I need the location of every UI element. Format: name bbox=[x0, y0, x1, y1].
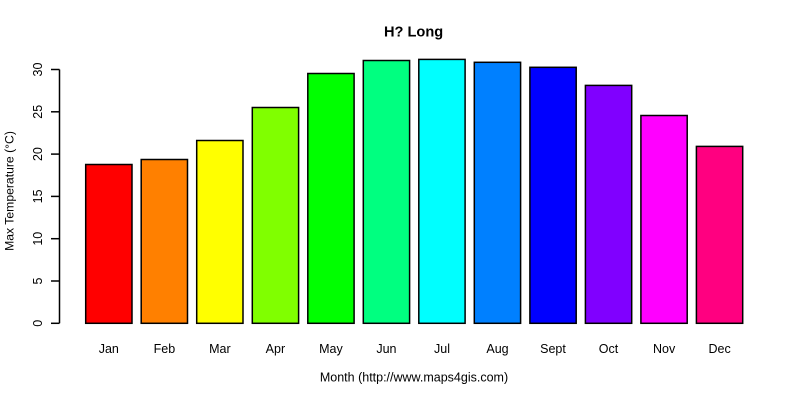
svg-text:Sept: Sept bbox=[540, 342, 566, 356]
svg-text:Oct: Oct bbox=[599, 342, 619, 356]
svg-text:20: 20 bbox=[31, 147, 45, 161]
svg-text:Max Temperature (°C): Max Temperature (°C) bbox=[2, 131, 16, 251]
svg-text:30: 30 bbox=[31, 63, 45, 77]
svg-text:Jun: Jun bbox=[376, 342, 396, 356]
svg-text:Apr: Apr bbox=[266, 342, 285, 356]
svg-text:10: 10 bbox=[31, 232, 45, 246]
svg-text:5: 5 bbox=[31, 277, 45, 284]
svg-text:Month (http://www.maps4gis.com: Month (http://www.maps4gis.com) bbox=[320, 371, 508, 385]
svg-text:Mar: Mar bbox=[209, 342, 231, 356]
svg-text:H? Long: H? Long bbox=[384, 24, 443, 40]
svg-text:Jul: Jul bbox=[434, 342, 450, 356]
svg-text:25: 25 bbox=[31, 105, 45, 119]
svg-text:Feb: Feb bbox=[154, 342, 176, 356]
svg-text:Dec: Dec bbox=[708, 342, 730, 356]
svg-text:Nov: Nov bbox=[653, 342, 676, 356]
svg-text:May: May bbox=[319, 342, 343, 356]
svg-text:Jan: Jan bbox=[99, 342, 119, 356]
svg-text:15: 15 bbox=[31, 189, 45, 203]
svg-text:Aug: Aug bbox=[486, 342, 508, 356]
svg-text:0: 0 bbox=[31, 320, 45, 327]
